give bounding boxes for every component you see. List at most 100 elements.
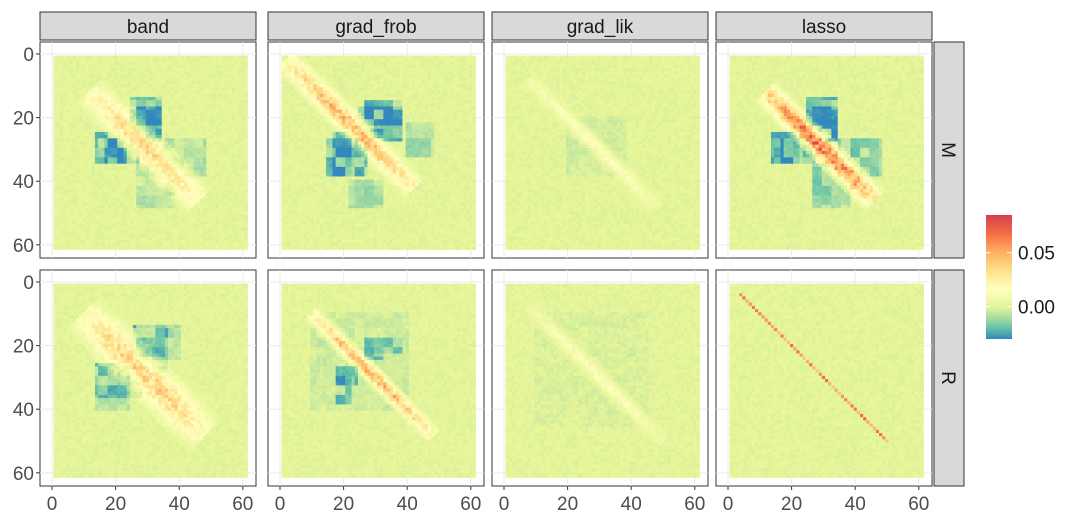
heatmap-cell bbox=[209, 211, 213, 215]
heatmap-cell bbox=[190, 205, 194, 209]
heatmap-cell bbox=[377, 77, 381, 82]
heatmap-cell bbox=[91, 227, 96, 231]
heatmap-cell bbox=[107, 58, 112, 63]
heatmap-cell bbox=[367, 81, 371, 85]
heatmap-cell bbox=[222, 71, 226, 75]
heatmap-cell bbox=[335, 77, 340, 82]
heatmap-cell bbox=[446, 74, 451, 79]
heatmap-cell bbox=[459, 112, 464, 117]
heatmap-cell bbox=[456, 103, 460, 107]
heatmap-cell bbox=[222, 189, 226, 193]
heatmap-cell bbox=[215, 201, 220, 206]
heatmap-cell bbox=[183, 185, 188, 190]
heatmap-cell bbox=[383, 74, 387, 79]
heatmap-cell bbox=[133, 214, 137, 219]
heatmap-cell bbox=[228, 151, 232, 155]
heatmap-cell bbox=[123, 112, 128, 117]
heatmap-cell bbox=[114, 90, 118, 95]
heatmap-cell bbox=[392, 119, 397, 123]
heatmap-cell bbox=[145, 100, 150, 104]
heatmap-cell bbox=[110, 208, 115, 212]
heatmap-cell bbox=[91, 163, 96, 168]
heatmap-cell bbox=[180, 58, 185, 63]
heatmap-cell bbox=[209, 147, 213, 152]
heatmap-cell bbox=[94, 195, 99, 200]
heatmap-cell bbox=[241, 246, 245, 250]
heatmap-cell bbox=[215, 61, 220, 66]
heatmap-cell bbox=[98, 125, 102, 130]
heatmap-cell bbox=[72, 157, 77, 161]
heatmap-cell bbox=[98, 61, 102, 66]
heatmap-cell bbox=[152, 157, 156, 161]
heatmap-cell bbox=[338, 74, 343, 79]
heatmap-cell bbox=[244, 233, 248, 238]
heatmap-cell bbox=[215, 163, 220, 168]
heatmap-cell bbox=[79, 189, 83, 193]
heatmap-cell bbox=[136, 147, 140, 152]
heatmap-cell bbox=[85, 230, 89, 234]
heatmap-cell bbox=[59, 135, 64, 139]
heatmap-cell bbox=[94, 68, 99, 72]
heatmap-cell bbox=[218, 217, 223, 222]
heatmap-cell bbox=[139, 201, 143, 206]
heatmap-cell bbox=[164, 192, 169, 196]
heatmap-cell bbox=[91, 90, 96, 95]
heatmap-cell bbox=[63, 71, 67, 75]
heatmap-cell bbox=[466, 112, 470, 117]
heatmap-cell bbox=[434, 77, 438, 82]
heatmap-cell bbox=[291, 103, 295, 107]
heatmap-cell bbox=[215, 208, 220, 212]
heatmap-cell bbox=[126, 211, 131, 215]
heatmap-cell bbox=[133, 77, 137, 82]
heatmap-cell bbox=[142, 166, 147, 171]
heatmap-cell bbox=[322, 109, 327, 114]
heatmap-cell bbox=[215, 166, 220, 171]
heatmap-cell bbox=[313, 87, 317, 91]
heatmap-cell bbox=[209, 81, 213, 85]
heatmap-cell bbox=[222, 144, 226, 149]
heatmap-cell bbox=[59, 119, 64, 123]
heatmap-cell bbox=[313, 81, 317, 85]
heatmap-cell bbox=[180, 160, 185, 165]
heatmap-cell bbox=[177, 246, 182, 250]
heatmap-cell bbox=[139, 151, 143, 155]
heatmap-cell bbox=[218, 182, 223, 187]
heatmap-cell bbox=[107, 138, 112, 142]
heatmap-cell bbox=[117, 243, 121, 247]
heatmap-cell bbox=[342, 81, 346, 85]
heatmap-cell bbox=[307, 90, 311, 95]
heatmap-cell bbox=[193, 87, 198, 91]
heatmap-cell bbox=[228, 170, 232, 174]
heatmap-cell bbox=[75, 131, 80, 136]
heatmap-cell bbox=[110, 246, 115, 250]
heatmap-cell bbox=[209, 141, 213, 145]
heatmap-cell bbox=[402, 81, 406, 85]
heatmap-cell bbox=[66, 214, 70, 219]
heatmap-cell bbox=[183, 144, 188, 149]
heatmap-cell bbox=[88, 176, 93, 180]
heatmap-cell bbox=[297, 55, 301, 60]
heatmap-cell bbox=[63, 90, 67, 95]
heatmap-cell bbox=[196, 179, 201, 184]
heatmap-cell bbox=[199, 138, 204, 142]
heatmap-cell bbox=[225, 182, 229, 187]
heatmap-cell bbox=[168, 109, 172, 114]
heatmap-cell bbox=[120, 55, 124, 60]
heatmap-cell bbox=[446, 106, 451, 110]
heatmap-cell bbox=[79, 68, 83, 72]
heatmap-cell bbox=[203, 220, 207, 225]
heatmap-cell bbox=[215, 74, 220, 79]
heatmap-cell bbox=[199, 65, 204, 69]
heatmap-cell bbox=[431, 112, 435, 117]
heatmap-cell bbox=[168, 55, 172, 60]
heatmap-cell bbox=[418, 109, 422, 114]
heatmap-cell bbox=[171, 71, 175, 75]
heatmap-cell bbox=[79, 208, 83, 212]
heatmap-cell bbox=[75, 176, 80, 180]
heatmap-cell bbox=[158, 233, 163, 238]
heatmap-cell bbox=[88, 77, 93, 82]
heatmap-cell bbox=[469, 100, 473, 104]
heatmap-cell bbox=[139, 192, 143, 196]
heatmap-cell bbox=[59, 125, 64, 130]
heatmap-cell bbox=[110, 112, 115, 117]
